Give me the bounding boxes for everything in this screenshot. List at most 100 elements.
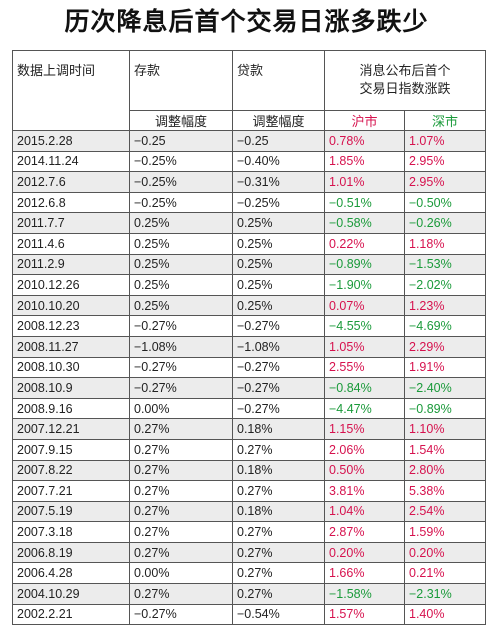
row-shanghai-change: 0.07%: [324, 294, 405, 317]
header-shenzhen: 深市: [403, 110, 487, 131]
table-row: 2011.7.7 0.25% 0.25% −0.58% −0.26%: [12, 212, 487, 234]
row-deposit-change: −0.25: [129, 130, 233, 152]
row-date: 2012.6.8: [12, 191, 130, 214]
row-date: 2011.2.9: [12, 253, 130, 276]
header-row-secondary: 调整幅度 调整幅度 沪市 深市: [13, 110, 487, 131]
table-row: 2007.8.22 0.27% 0.18% 0.50% 2.80%: [12, 459, 487, 482]
table-header: 数据上调时间 存款 贷款 消息公布后首个 交易日指数涨跌 调整幅度 调整幅度 沪…: [12, 50, 487, 131]
row-shanghai-change: 0.20%: [324, 541, 405, 564]
row-date: 2007.9.15: [12, 438, 130, 461]
row-deposit-change: 0.25%: [129, 274, 233, 296]
table-body: 2015.2.28 −0.25 −0.25 0.78% 1.07% 2014.11.24−…: [12, 130, 487, 625]
header-date: 数据上调时间: [12, 50, 130, 131]
row-shenzhen-change: 1.54%: [403, 438, 487, 461]
table-row: 2014.11.24 −0.25% −0.40% 1.85% 2.95%: [12, 150, 487, 173]
row-deposit-change: 0.27%: [129, 583, 233, 605]
row-loan-change: 0.27%: [232, 562, 325, 585]
header-market-change: 消息公布后首个 交易日指数涨跌: [323, 50, 487, 111]
table-row: 2011.4.6 0.25% 0.25% 0.22% 1.18%: [12, 232, 487, 255]
table-row: 2010.10.20 0.25% 0.25% 0.07% 1.23%: [12, 294, 487, 317]
row-date: 2008.11.27: [12, 335, 130, 358]
table-row: 2012.7.6 −0.25% −0.31% 1.01% 2.95%: [12, 171, 487, 193]
row-loan-change: −1.08%: [232, 335, 325, 358]
row-loan-change: −0.40%: [232, 150, 325, 173]
row-shenzhen-change: 1.91%: [403, 356, 487, 379]
row-shanghai-change: 1.85%: [324, 150, 405, 173]
row-loan-change: −0.31%: [232, 171, 325, 193]
row-date: 2007.12.21: [12, 418, 130, 440]
row-shenzhen-change: 1.40%: [403, 603, 487, 625]
row-deposit-change: 0.00%: [129, 397, 233, 420]
row-shenzhen-change: −2.02%: [403, 274, 487, 296]
table-row: 2006.8.19 0.27% 0.27% 0.20% 0.20%: [12, 541, 487, 564]
row-loan-change: −0.25%: [232, 191, 325, 214]
row-date: 2006.4.28: [12, 562, 130, 585]
row-shenzhen-change: −4.69%: [403, 315, 487, 337]
row-deposit-change: −0.27%: [129, 603, 233, 625]
header-loan: 贷款: [232, 50, 325, 111]
row-shenzhen-change: 1.59%: [403, 521, 487, 543]
header-deposit: 存款: [129, 50, 233, 111]
row-loan-change: 0.25%: [232, 212, 325, 234]
row-shanghai-change: 2.55%: [324, 356, 405, 379]
row-shanghai-change: 0.78%: [324, 130, 405, 152]
table-row: 2002.2.21 −0.27% −0.54% 1.57% 1.40%: [12, 603, 487, 625]
row-deposit-change: −0.25%: [129, 171, 233, 193]
row-shenzhen-change: 1.07%: [403, 130, 487, 152]
page-title: 历次降息后首个交易日涨多跌少: [64, 7, 429, 36]
row-date: 2007.5.19: [12, 500, 130, 523]
row-deposit-change: 0.27%: [129, 500, 233, 523]
row-date: 2007.7.21: [12, 480, 130, 502]
row-loan-change: 0.18%: [232, 418, 325, 440]
rate-change-table: 数据上调时间 存款 贷款 消息公布后首个 交易日指数涨跌 调整幅度 调整幅度 沪…: [12, 50, 487, 625]
row-shanghai-change: −4.47%: [324, 397, 405, 420]
table-row: 2008.11.27 −1.08% −1.08% 1.05% 2.29%: [12, 335, 487, 358]
row-loan-change: 0.25%: [232, 294, 325, 317]
row-loan-change: 0.27%: [232, 521, 325, 543]
row-shenzhen-change: 2.29%: [403, 335, 487, 358]
row-date: 2002.2.21: [12, 603, 130, 625]
row-loan-change: −0.25: [232, 130, 325, 152]
row-deposit-change: −0.25%: [129, 150, 233, 173]
row-shenzhen-change: 5.38%: [403, 480, 487, 502]
row-date: 2008.12.23: [12, 315, 130, 337]
row-shenzhen-change: −0.50%: [403, 191, 487, 214]
row-loan-change: 0.18%: [232, 500, 325, 523]
row-deposit-change: 0.25%: [129, 212, 233, 234]
table-row: 2004.10.29 0.27% 0.27% −1.58% −2.31%: [12, 583, 487, 605]
row-deposit-change: 0.27%: [129, 521, 233, 543]
row-loan-change: 0.25%: [232, 274, 325, 296]
row-shanghai-change: −0.84%: [324, 377, 405, 399]
row-shanghai-change: 2.87%: [324, 521, 405, 543]
row-shenzhen-change: 1.23%: [403, 294, 487, 317]
table-row: 2006.4.28 0.00% 0.27% 1.66% 0.21%: [12, 562, 487, 585]
row-deposit-change: −0.27%: [129, 356, 233, 379]
table-row: 2011.2.9 0.25% 0.25% −0.89% −1.53%: [12, 253, 487, 276]
row-shanghai-change: 0.22%: [324, 232, 405, 255]
row-shenzhen-change: −2.31%: [403, 583, 487, 605]
row-loan-change: 0.27%: [232, 541, 325, 564]
row-date: 2004.10.29: [12, 583, 130, 605]
row-shanghai-change: −0.58%: [324, 212, 405, 234]
row-date: 2012.7.6: [12, 171, 130, 193]
row-deposit-change: −0.27%: [129, 377, 233, 399]
table-row: 2007.12.21 0.27% 0.18% 1.15% 1.10%: [12, 418, 487, 440]
row-loan-change: 0.25%: [232, 232, 325, 255]
row-deposit-change: 0.25%: [129, 253, 233, 276]
row-deposit-change: 0.27%: [129, 438, 233, 461]
row-date: 2007.3.18: [12, 521, 130, 543]
row-shanghai-change: 1.05%: [324, 335, 405, 358]
header-loan-sub: 调整幅度: [232, 110, 325, 131]
row-deposit-change: 0.25%: [129, 294, 233, 317]
row-shenzhen-change: −2.40%: [403, 377, 487, 399]
row-deposit-change: 0.27%: [129, 541, 233, 564]
row-shenzhen-change: −0.26%: [403, 212, 487, 234]
row-shanghai-change: 1.01%: [324, 171, 405, 193]
table-row: 2010.12.26 0.25% 0.25% −1.90% −2.02%: [12, 274, 487, 296]
row-deposit-change: 0.00%: [129, 562, 233, 585]
row-loan-change: −0.27%: [232, 397, 325, 420]
row-loan-change: 0.27%: [232, 438, 325, 461]
row-date: 2010.10.20: [12, 294, 130, 317]
row-date: 2015.2.28: [12, 130, 130, 152]
row-shenzhen-change: 1.18%: [403, 232, 487, 255]
